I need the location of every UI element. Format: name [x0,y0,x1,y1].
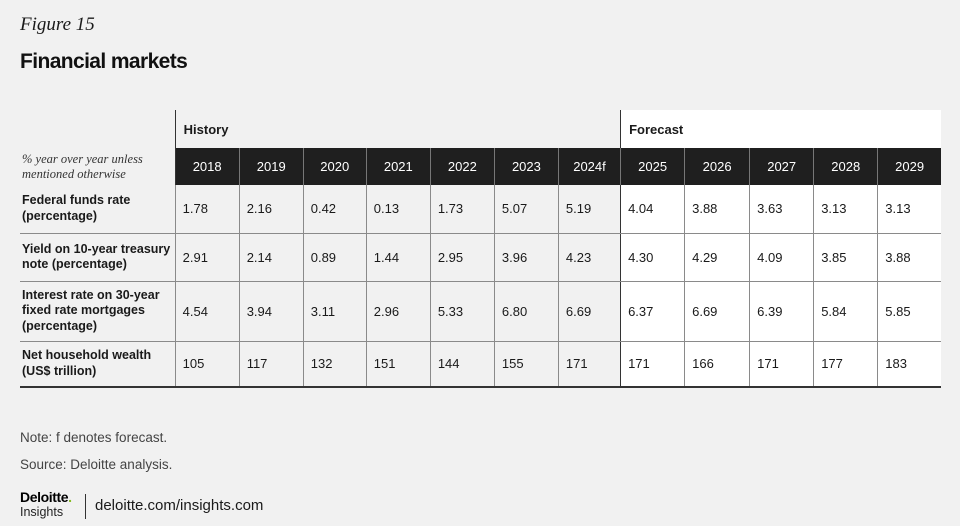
row-label: Interest rate on 30-year fixed rate mort… [20,281,176,342]
unit-note: % year over year unless mentioned otherw… [20,148,176,185]
table-cell: 6.37 [620,281,685,342]
table-cell: 5.84 [813,281,878,342]
year-header: 2027 [749,148,814,185]
year-header-row: % year over year unless mentioned otherw… [20,148,941,185]
table-cell: 3.96 [493,233,559,282]
forecast-note: Note: f denotes forecast. [20,430,168,445]
table-cell: 4.04 [620,185,685,234]
financial-markets-table: History Forecast % year over year unless… [20,110,941,388]
table-cell: 4.09 [749,233,814,282]
logo-wordmark: Deloitte. [20,489,72,505]
forecast-group-label: Forecast [620,110,941,148]
year-header: 2029 [877,148,941,185]
table-cell: 1.78 [174,185,240,234]
table-cell: 3.13 [877,185,941,234]
table-cell: 6.80 [493,281,559,342]
table-cell: 171 [557,341,621,388]
table-cell: 1.44 [365,233,431,282]
table-cell: 3.88 [684,185,750,234]
table-cell: 5.85 [877,281,941,342]
table-cell: 1.73 [429,185,495,234]
table-row-federal-funds: Federal funds rate (percentage) 1.78 2.1… [20,185,941,234]
year-header: 2022 [429,148,495,185]
table-cell: 5.19 [557,185,621,234]
source-note: Source: Deloitte analysis. [20,457,173,472]
table-cell: 2.96 [365,281,431,342]
logo-subtitle: Insights [20,505,64,519]
year-header: 2028 [813,148,878,185]
table-cell: 2.16 [238,185,304,234]
site-link[interactable]: deloitte.com/insights.com [95,497,264,514]
row-label: Federal funds rate (percentage) [20,185,176,234]
table-cell: 4.23 [557,233,621,282]
table-cell: 5.07 [493,185,559,234]
table-cell: 6.69 [684,281,750,342]
table-cell: 5.33 [429,281,495,342]
table-cell: 155 [493,341,559,388]
table-cell: 144 [429,341,495,388]
table-cell: 3.11 [302,281,367,342]
footer-divider [85,494,86,519]
table-cell: 2.91 [174,233,240,282]
table-row-mortgage-rate: Interest rate on 30-year fixed rate mort… [20,281,941,342]
table-cell: 166 [684,341,750,388]
figure-label: Figure 15 [20,14,95,35]
table-cell: 0.42 [302,185,367,234]
table-cell: 3.88 [877,233,941,282]
table-cell: 2.14 [238,233,304,282]
group-header-row: History Forecast [20,110,941,148]
table-cell: 151 [365,341,431,388]
figure-title: Financial markets [20,50,188,73]
deloitte-insights-logo: Deloitte. Insights [20,490,80,520]
year-header: 2024f [557,148,621,185]
table-cell: 4.30 [620,233,685,282]
group-spacer [20,110,175,148]
table-row-household-wealth: Net household wealth (US$ trillion) 105 … [20,341,941,388]
table-cell: 6.69 [557,281,621,342]
table-cell: 3.13 [813,185,878,234]
table-cell: 171 [620,341,685,388]
table-cell: 177 [813,341,878,388]
history-group-label: History [174,110,621,148]
year-header: 2018 [174,148,240,185]
table-cell: 2.95 [429,233,495,282]
table-cell: 3.63 [749,185,814,234]
row-label: Net household wealth (US$ trillion) [20,341,176,388]
table-cell: 4.54 [174,281,240,342]
year-header: 2021 [365,148,431,185]
table-cell: 3.94 [238,281,304,342]
row-label: Yield on 10-year treasury note (percenta… [20,233,176,282]
table-cell: 117 [238,341,304,388]
table-cell: 6.39 [749,281,814,342]
year-header: 2026 [684,148,750,185]
table-cell: 183 [877,341,941,388]
table-cell: 171 [749,341,814,388]
table-cell: 4.29 [684,233,750,282]
year-header: 2023 [493,148,559,185]
year-header: 2020 [302,148,367,185]
table-row-treasury-yield: Yield on 10-year treasury note (percenta… [20,233,941,282]
table-cell: 132 [302,341,367,388]
year-header: 2019 [238,148,304,185]
table-cell: 0.13 [365,185,431,234]
year-header: 2025 [620,148,685,185]
table-cell: 0.89 [302,233,367,282]
table-cell: 3.85 [813,233,878,282]
table-cell: 105 [174,341,240,388]
